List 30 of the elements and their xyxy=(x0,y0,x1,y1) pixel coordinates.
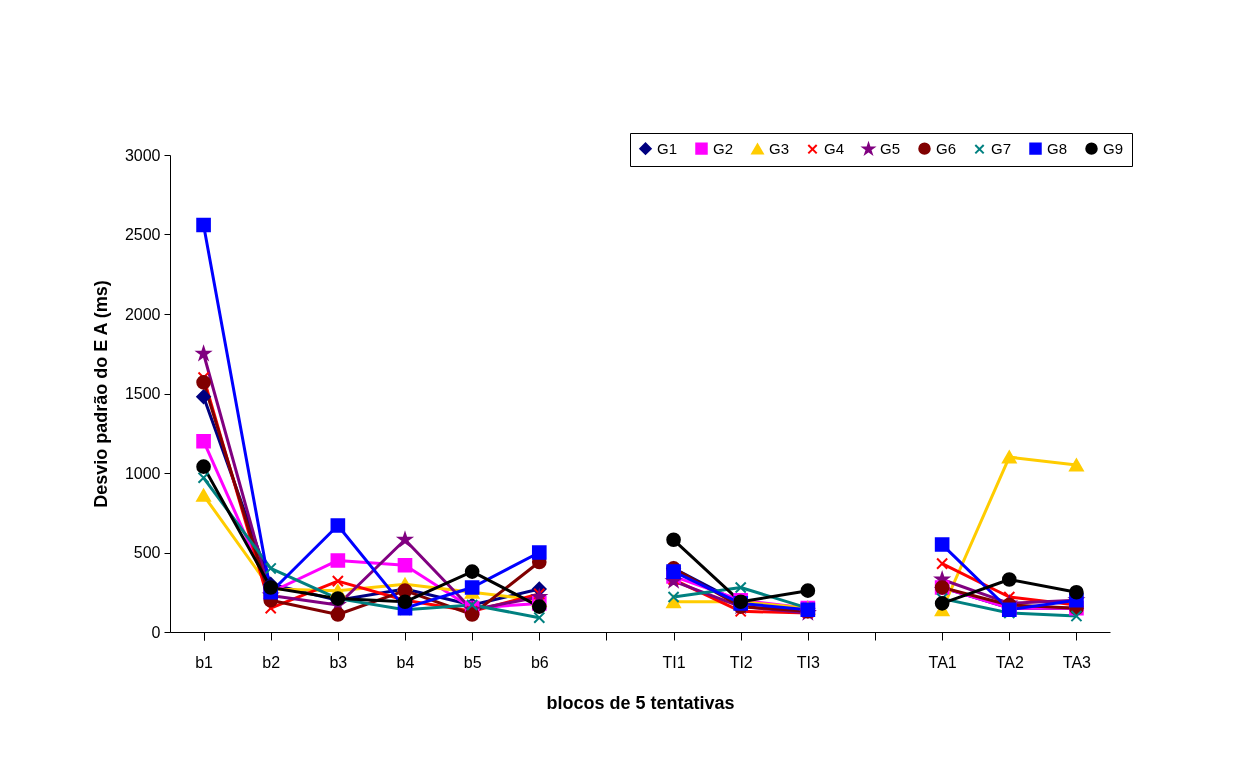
legend-label: G2 xyxy=(713,139,734,157)
y-axis-title: Desvio padrão do E A (ms) xyxy=(90,280,111,508)
legend-label: G1 xyxy=(657,139,678,157)
x-tick-label: TA1 xyxy=(928,653,957,671)
y-tick-label: 0 xyxy=(151,623,161,641)
y-tick-label: 1000 xyxy=(124,464,161,482)
x-axis-title: blocos de 5 tentativas xyxy=(546,692,735,713)
legend-label: G6 xyxy=(936,139,957,157)
y-tick-label: 2000 xyxy=(124,305,161,323)
legend-label: G8 xyxy=(1047,139,1068,157)
legend-label: G7 xyxy=(991,140,1012,158)
x-tick-label: b6 xyxy=(530,653,549,671)
y-tick-label: 1500 xyxy=(124,385,161,402)
x-tick-label: b5 xyxy=(463,653,482,671)
legend-label: G5 xyxy=(880,140,901,158)
y-tick-label: 2500 xyxy=(124,226,161,243)
x-tick-label: b3 xyxy=(329,653,348,671)
x-tick-label: TI1 xyxy=(662,653,686,671)
legend-label: G3 xyxy=(769,139,790,157)
y-tick-label: 500 xyxy=(133,544,161,561)
legend-label: G9 xyxy=(1103,139,1124,157)
x-tick-label: b1 xyxy=(195,653,214,671)
x-tick-label: TI2 xyxy=(729,653,753,671)
x-tick-label: TA3 xyxy=(1062,653,1092,671)
x-tick-label: b4 xyxy=(396,653,415,671)
x-tick-label: TI3 xyxy=(796,653,821,671)
x-tick-label: TA2 xyxy=(995,653,1024,671)
x-tick-label: b2 xyxy=(262,653,281,671)
legend-label: G4 xyxy=(824,140,845,158)
y-tick-label: 3000 xyxy=(124,146,161,164)
